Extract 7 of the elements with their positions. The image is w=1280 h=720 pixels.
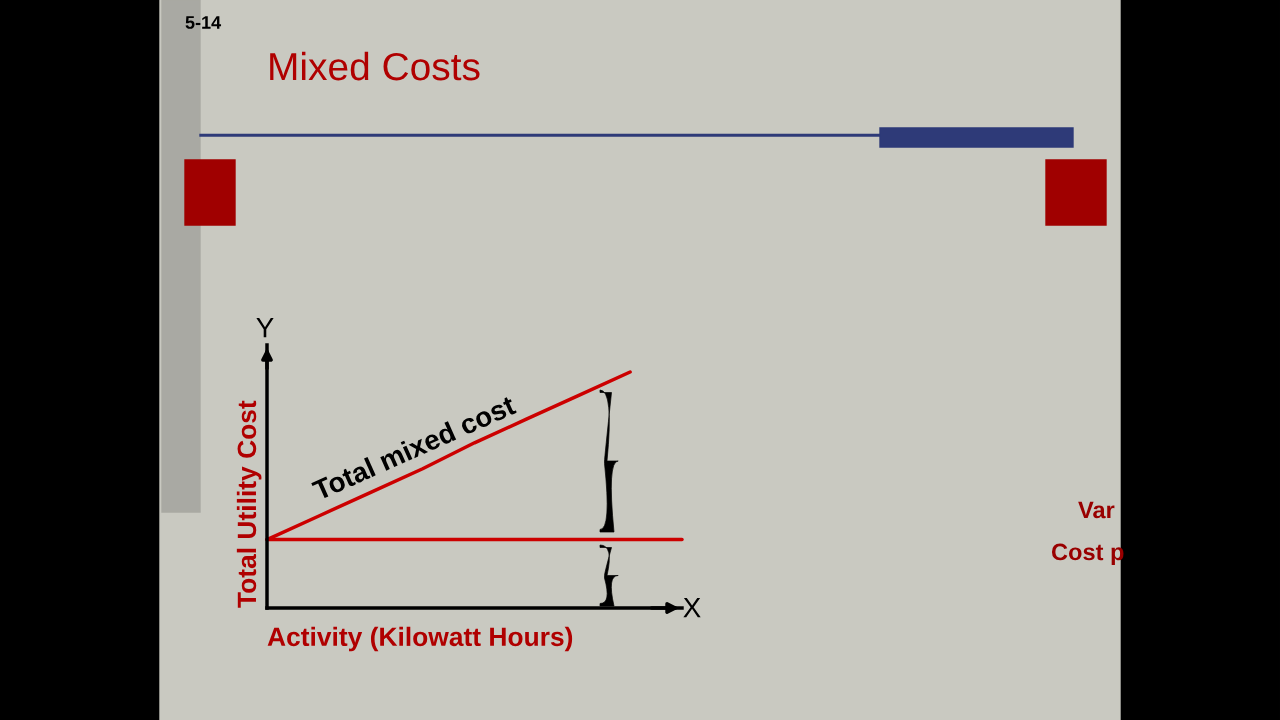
text: X (683, 598, 701, 618)
text: Y (256, 318, 274, 338)
text: Var (1078, 501, 1115, 519)
y-axis-title: Total Utility Cost (236, 400, 262, 608)
x-axis-title: Activity (Kilowatt Hours) (267, 626, 573, 652)
chart-title: Mixed Costs (270, 51, 480, 81)
text: 5-14 (185, 16, 222, 29)
